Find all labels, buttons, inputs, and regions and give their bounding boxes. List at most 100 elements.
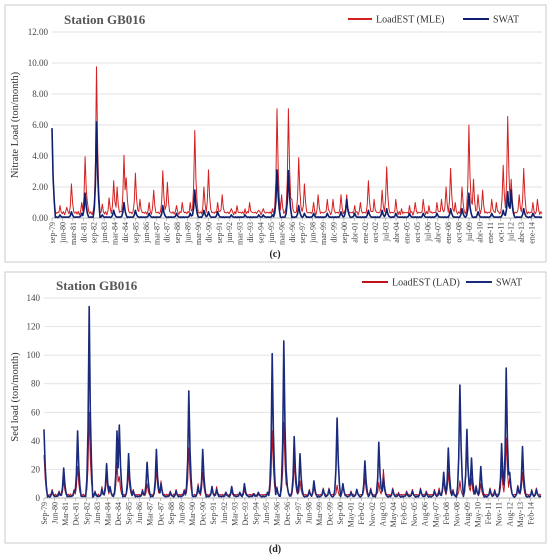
x-tick-label: oct-05 <box>413 222 422 242</box>
legend-label: SWAT <box>493 15 519 26</box>
x-tick-label: Nov-11 <box>495 502 504 526</box>
x-tick-label: sep-79 <box>48 222 57 243</box>
x-tick-label: Mar-81 <box>61 502 70 526</box>
y-tick-label: 0 <box>36 493 41 503</box>
x-tick-label: May-10 <box>474 502 483 527</box>
x-tick-label: Mar-93 <box>230 502 239 526</box>
x-tick-label: Jun-89 <box>177 502 186 524</box>
x-tick-label: Jun-92 <box>220 502 229 524</box>
x-tick-label: Dec-96 <box>283 502 292 526</box>
x-tick-label: jun-98 <box>309 222 318 244</box>
x-tick-label: abr-13 <box>517 222 526 243</box>
x-tick-label: jul-03 <box>382 222 391 242</box>
x-tick-label: Sep-00 <box>336 502 345 525</box>
x-tick-label: oct-08 <box>455 222 464 242</box>
x-tick-label: jun-86 <box>142 222 151 244</box>
x-tick-label: sep-91 <box>215 222 224 243</box>
y-tick-label: 80 <box>31 379 41 389</box>
x-tick-label: dic-93 <box>246 222 255 242</box>
y-tick-label: 0.00 <box>32 213 48 223</box>
x-tick-label: ene-11 <box>486 222 495 243</box>
x-tick-label: Dec-87 <box>156 502 165 526</box>
y-tick-label: 4.00 <box>32 151 48 161</box>
x-tick-label: Dec-81 <box>72 502 81 526</box>
x-tick-label: dic-87 <box>163 222 172 242</box>
y-axis-label: Nitrate Load (ton/month) <box>10 71 21 178</box>
x-tick-label: Jun-80 <box>51 502 60 524</box>
x-tick-label: jun-89 <box>184 222 193 244</box>
x-tick-label: abr-10 <box>475 222 484 243</box>
panel-label: (c) <box>269 249 280 260</box>
x-tick-label: mar-93 <box>236 222 245 245</box>
x-tick-label: Jun-98 <box>304 502 313 524</box>
x-tick-label: abr-07 <box>434 222 443 243</box>
x-tick-label: Feb-08 <box>442 502 451 525</box>
y-tick-label: 20 <box>31 464 41 474</box>
x-tick-label: Dec-90 <box>199 502 208 526</box>
x-tick-label: Feb-02 <box>357 502 366 525</box>
chart-frame <box>4 4 547 263</box>
x-tick-label: Jun-86 <box>135 502 144 524</box>
x-tick-label: sep-94 <box>257 222 266 243</box>
x-tick-label: mar-81 <box>69 222 78 245</box>
x-tick-label: jul-12 <box>507 222 516 242</box>
x-tick-label: mar-90 <box>194 222 203 245</box>
y-tick-label: 12.00 <box>28 27 49 37</box>
y-tick-label: 40 <box>31 436 41 446</box>
x-tick-label: Aug-03 <box>378 502 387 526</box>
x-tick-label: Feb-14 <box>526 502 535 525</box>
x-tick-label: mar-96 <box>277 222 286 245</box>
x-tick-label: dic-81 <box>79 222 88 242</box>
x-tick-label: Nov-05 <box>410 502 419 526</box>
x-tick-label: Sep-79 <box>40 502 49 525</box>
x-tick-label: jun-92 <box>225 222 234 244</box>
x-tick-label: ene-08 <box>444 222 453 244</box>
x-tick-label: dic-96 <box>288 222 297 242</box>
x-tick-label: Nov-08 <box>452 502 461 526</box>
legend-label: LoadEST (MLE) <box>376 15 444 26</box>
y-tick-label: 120 <box>27 322 41 332</box>
x-tick-label: ene-05 <box>402 222 411 244</box>
x-tick-label: Sep-85 <box>125 502 134 525</box>
x-tick-label: Jun-83 <box>93 502 102 524</box>
x-tick-label: ene-02 <box>361 222 370 244</box>
x-tick-label: Mar-87 <box>146 502 155 526</box>
x-tick-label: Aug-09 <box>463 502 472 526</box>
x-tick-label: sep-97 <box>298 222 307 243</box>
series-line-1 <box>43 305 542 498</box>
x-tick-label: abr-01 <box>350 222 359 243</box>
x-tick-label: Feb-05 <box>400 502 409 525</box>
x-tick-label: Mar-90 <box>188 502 197 526</box>
x-tick-label: Dec-93 <box>241 502 250 526</box>
x-tick-label: jun-80 <box>58 222 67 244</box>
x-tick-label: dic-84 <box>121 222 130 242</box>
y-tick-label: 10.00 <box>28 58 49 68</box>
x-tick-label: mar-87 <box>152 222 161 245</box>
panel-label: (d) <box>269 544 281 555</box>
x-tick-label: Sep-91 <box>209 502 218 525</box>
x-tick-label: Jun-95 <box>262 502 271 524</box>
x-tick-label: Mar-99 <box>315 502 324 526</box>
y-tick-label: 8.00 <box>32 89 48 99</box>
y-tick-label: 140 <box>27 293 41 303</box>
x-tick-label: Sep-94 <box>251 502 260 525</box>
x-tick-label: Aug-12 <box>505 502 514 526</box>
x-tick-label: abr-04 <box>392 222 401 243</box>
x-tick-label: Nov-02 <box>368 502 377 526</box>
x-tick-label: jun-83 <box>100 222 109 244</box>
y-tick-label: 6.00 <box>32 120 48 130</box>
x-tick-label: May-01 <box>347 502 356 527</box>
x-tick-label: mar-84 <box>111 222 120 245</box>
x-tick-label: ene-14 <box>528 222 537 244</box>
x-tick-label: Aug-06 <box>421 502 430 526</box>
x-tick-label: dic-99 <box>329 222 338 242</box>
x-tick-label: sep-82 <box>90 222 99 243</box>
x-tick-label: May-04 <box>389 502 398 527</box>
x-tick-label: jul-06 <box>423 222 432 242</box>
y-axis-label: Sed load (ton/month) <box>10 352 21 442</box>
x-tick-label: Mar-84 <box>103 502 112 526</box>
x-tick-label: Feb-11 <box>484 502 493 524</box>
